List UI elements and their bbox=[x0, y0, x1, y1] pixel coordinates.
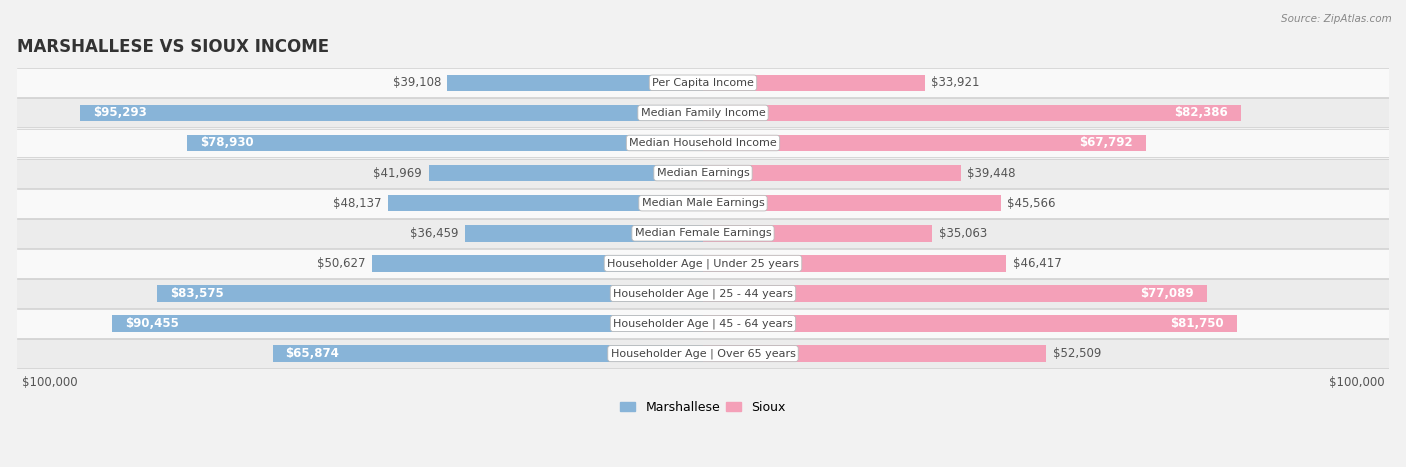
Bar bbox=[17, 219, 1389, 248]
Bar bbox=[273, 346, 703, 362]
Text: $78,930: $78,930 bbox=[200, 136, 254, 149]
Text: MARSHALLESE VS SIOUX INCOME: MARSHALLESE VS SIOUX INCOME bbox=[17, 38, 329, 57]
Bar bbox=[112, 315, 703, 332]
Bar bbox=[17, 128, 1389, 157]
Bar bbox=[703, 75, 925, 91]
Text: $81,750: $81,750 bbox=[1171, 317, 1225, 330]
Text: $45,566: $45,566 bbox=[1007, 197, 1056, 210]
Text: Per Capita Income: Per Capita Income bbox=[652, 78, 754, 88]
Bar bbox=[373, 255, 703, 272]
Bar bbox=[703, 315, 1237, 332]
Text: Median Male Earnings: Median Male Earnings bbox=[641, 198, 765, 208]
Text: Median Earnings: Median Earnings bbox=[657, 168, 749, 178]
Bar bbox=[703, 225, 932, 241]
Text: Householder Age | Under 25 years: Householder Age | Under 25 years bbox=[607, 258, 799, 269]
Text: $67,792: $67,792 bbox=[1080, 136, 1133, 149]
Text: $39,108: $39,108 bbox=[392, 76, 441, 89]
Bar bbox=[703, 255, 1007, 272]
Bar bbox=[80, 105, 703, 121]
Text: $82,386: $82,386 bbox=[1174, 106, 1229, 120]
Bar bbox=[703, 195, 1001, 212]
Text: $48,137: $48,137 bbox=[333, 197, 382, 210]
Bar bbox=[429, 165, 703, 181]
Bar bbox=[17, 99, 1389, 127]
Bar bbox=[17, 309, 1389, 338]
Text: $77,089: $77,089 bbox=[1140, 287, 1194, 300]
Bar bbox=[17, 189, 1389, 218]
Bar bbox=[703, 165, 960, 181]
Bar bbox=[17, 68, 1389, 97]
Text: Median Family Income: Median Family Income bbox=[641, 108, 765, 118]
Text: $50,627: $50,627 bbox=[318, 257, 366, 270]
Text: Householder Age | 25 - 44 years: Householder Age | 25 - 44 years bbox=[613, 288, 793, 299]
Text: Householder Age | 45 - 64 years: Householder Age | 45 - 64 years bbox=[613, 318, 793, 329]
Text: Householder Age | Over 65 years: Householder Age | Over 65 years bbox=[610, 348, 796, 359]
Bar bbox=[703, 346, 1046, 362]
Legend: Marshallese, Sioux: Marshallese, Sioux bbox=[616, 396, 790, 418]
Bar bbox=[157, 285, 703, 302]
Text: $83,575: $83,575 bbox=[170, 287, 224, 300]
Text: Source: ZipAtlas.com: Source: ZipAtlas.com bbox=[1281, 14, 1392, 24]
Text: $39,448: $39,448 bbox=[967, 167, 1015, 180]
Bar bbox=[703, 134, 1146, 151]
Bar bbox=[465, 225, 703, 241]
Text: $46,417: $46,417 bbox=[1012, 257, 1062, 270]
Bar bbox=[17, 279, 1389, 308]
Bar bbox=[187, 134, 703, 151]
Text: $95,293: $95,293 bbox=[93, 106, 148, 120]
Bar bbox=[388, 195, 703, 212]
Text: $41,969: $41,969 bbox=[374, 167, 422, 180]
Bar bbox=[17, 159, 1389, 188]
Bar bbox=[447, 75, 703, 91]
Text: $90,455: $90,455 bbox=[125, 317, 179, 330]
Bar bbox=[17, 339, 1389, 368]
Text: $33,921: $33,921 bbox=[931, 76, 980, 89]
Text: Median Female Earnings: Median Female Earnings bbox=[634, 228, 772, 238]
Text: $52,509: $52,509 bbox=[1053, 347, 1101, 360]
Text: $65,874: $65,874 bbox=[285, 347, 339, 360]
Bar bbox=[703, 105, 1241, 121]
Bar bbox=[703, 285, 1206, 302]
Text: $36,459: $36,459 bbox=[409, 227, 458, 240]
Text: $35,063: $35,063 bbox=[939, 227, 987, 240]
Text: Median Household Income: Median Household Income bbox=[628, 138, 778, 148]
Bar bbox=[17, 249, 1389, 278]
